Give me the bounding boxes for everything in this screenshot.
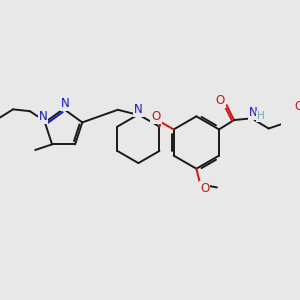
Text: O: O (151, 110, 160, 123)
Text: N: N (61, 97, 70, 110)
Text: N: N (249, 106, 258, 119)
Text: N: N (39, 110, 47, 123)
Text: H: H (257, 111, 265, 121)
Text: N: N (134, 103, 143, 116)
Text: O: O (295, 100, 300, 112)
Text: O: O (215, 94, 225, 107)
Text: O: O (200, 182, 209, 195)
